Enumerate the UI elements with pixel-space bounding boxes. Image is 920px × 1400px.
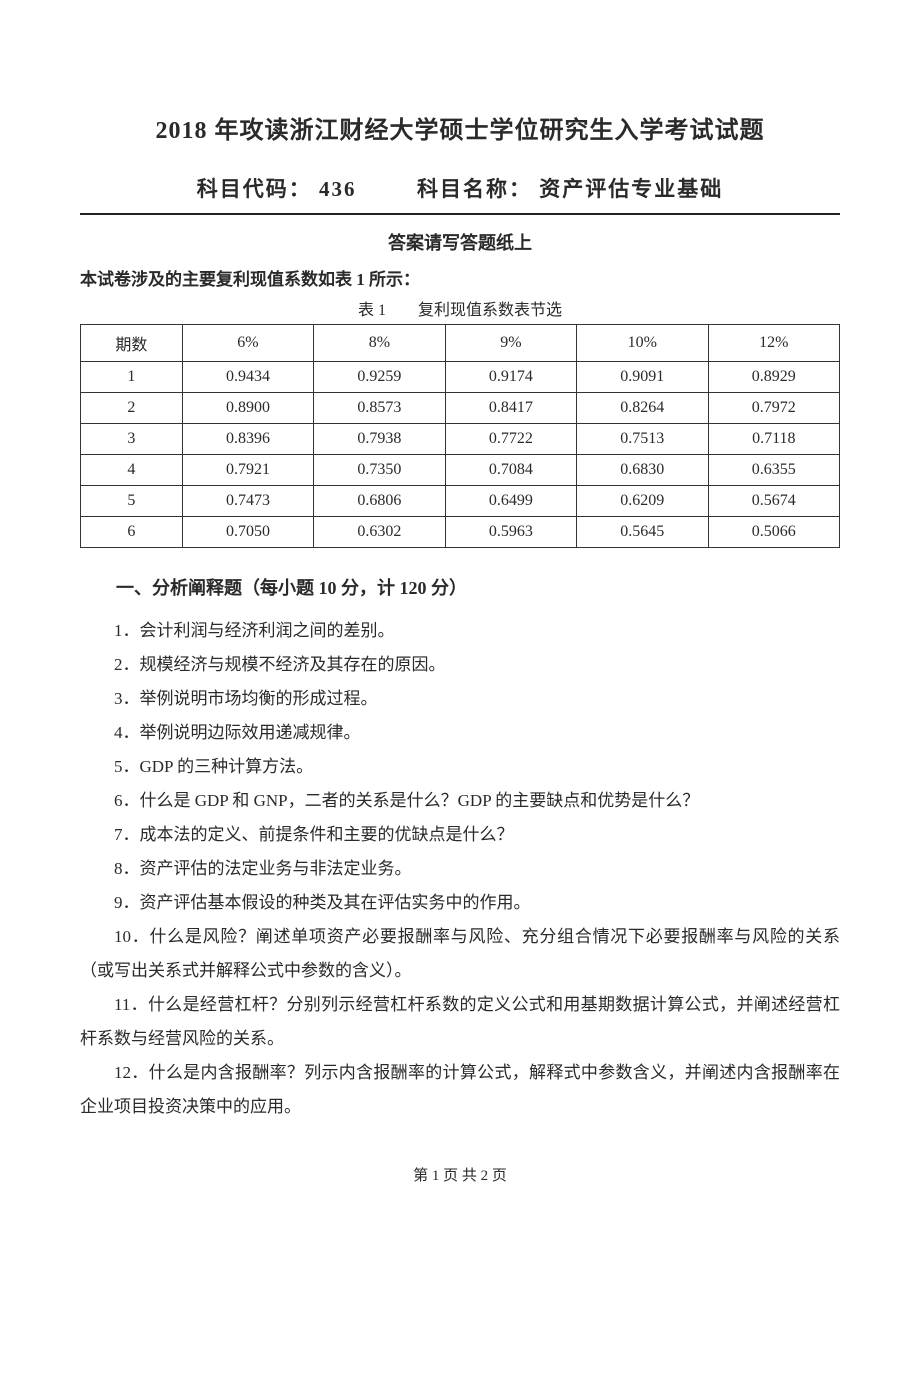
question-item: 8．资产评估的法定业务与非法定业务。 (80, 852, 840, 886)
cell-period: 3 (81, 424, 183, 455)
cell-value: 0.6806 (314, 486, 445, 517)
cell-value: 0.5066 (708, 517, 839, 548)
subject-name: 资产评估专业基础 (539, 177, 723, 201)
cell-value: 0.7084 (445, 455, 576, 486)
cell-value: 0.9174 (445, 362, 576, 393)
cell-value: 0.8900 (182, 393, 313, 424)
question-item: 3．举例说明市场均衡的形成过程。 (80, 682, 840, 716)
table-row: 40.79210.73500.70840.68300.6355 (81, 455, 840, 486)
table-header-row: 期数 6% 8% 9% 10% 12% (81, 325, 840, 362)
question-item: 7．成本法的定义、前提条件和主要的优缺点是什么？ (80, 818, 840, 852)
cell-value: 0.6302 (314, 517, 445, 548)
cell-value: 0.7722 (445, 424, 576, 455)
col-rate: 6% (182, 325, 313, 362)
cell-value: 0.8573 (314, 393, 445, 424)
subject-line: 科目代码： 436 科目名称： 资产评估专业基础 (80, 173, 840, 203)
page-title: 2018 年攻读浙江财经大学硕士学位研究生入学考试试题 (80, 110, 840, 145)
cell-period: 4 (81, 455, 183, 486)
question-item: 9．资产评估基本假设的种类及其在评估实务中的作用。 (80, 886, 840, 920)
cell-value: 0.9091 (577, 362, 708, 393)
cell-value: 0.8264 (577, 393, 708, 424)
table-row: 60.70500.63020.59630.56450.5066 (81, 517, 840, 548)
cell-value: 0.6830 (577, 455, 708, 486)
question-item: 5．GDP 的三种计算方法。 (80, 750, 840, 784)
cell-value: 0.7350 (314, 455, 445, 486)
cell-value: 0.5674 (708, 486, 839, 517)
table-row: 50.74730.68060.64990.62090.5674 (81, 486, 840, 517)
question-item: 1．会计利润与经济利润之间的差别。 (80, 614, 840, 648)
cell-value: 0.7972 (708, 393, 839, 424)
exam-page: 2018 年攻读浙江财经大学硕士学位研究生入学考试试题 科目代码： 436 科目… (0, 0, 920, 1400)
table-caption: 表 1 复利现值系数表节选 (80, 296, 840, 320)
table-row: 10.94340.92590.91740.90910.8929 (81, 362, 840, 393)
answer-note: 答案请写答题纸上 (80, 229, 840, 255)
question-item: 11．什么是经营杠杆？分别列示经营杠杆系数的定义公式和用基期数据计算公式，并阐述… (80, 988, 840, 1056)
table-row: 20.89000.85730.84170.82640.7972 (81, 393, 840, 424)
cell-value: 0.7921 (182, 455, 313, 486)
cell-value: 0.8396 (182, 424, 313, 455)
cell-value: 0.7050 (182, 517, 313, 548)
section-1-heading: 一、分析阐释题（每小题 10 分，计 120 分） (80, 574, 840, 600)
cell-value: 0.6209 (577, 486, 708, 517)
question-item: 12．什么是内含报酬率？列示内含报酬率的计算公式，解释式中参数含义，并阐述内含报… (80, 1056, 840, 1124)
question-item: 10．什么是风险？阐述单项资产必要报酬率与风险、充分组合情况下必要报酬率与风险的… (80, 920, 840, 988)
question-item: 4．举例说明边际效用递减规律。 (80, 716, 840, 750)
question-list: 1．会计利润与经济利润之间的差别。2．规模经济与规模不经济及其存在的原因。3．举… (80, 614, 840, 1124)
subject-name-label: 科目名称： (417, 177, 532, 201)
pv-factor-table: 期数 6% 8% 9% 10% 12% 10.94340.92590.91740… (80, 324, 840, 548)
subject-code-label: 科目代码： (197, 177, 312, 201)
table-body: 10.94340.92590.91740.90910.892920.89000.… (81, 362, 840, 548)
page-footer: 第 1 页 共 2 页 (80, 1164, 840, 1185)
cell-value: 0.8417 (445, 393, 576, 424)
cell-value: 0.8929 (708, 362, 839, 393)
table-intro: 本试卷涉及的主要复利现值系数如表 1 所示： (80, 265, 840, 290)
header-divider (80, 213, 840, 215)
col-rate: 12% (708, 325, 839, 362)
question-item: 6．什么是 GDP 和 GNP，二者的关系是什么？GDP 的主要缺点和优势是什么… (80, 784, 840, 818)
col-rate: 9% (445, 325, 576, 362)
subject-code: 436 (319, 177, 357, 201)
cell-value: 0.6499 (445, 486, 576, 517)
cell-period: 1 (81, 362, 183, 393)
question-item: 2．规模经济与规模不经济及其存在的原因。 (80, 648, 840, 682)
col-period: 期数 (81, 325, 183, 362)
cell-period: 2 (81, 393, 183, 424)
cell-value: 0.7118 (708, 424, 839, 455)
cell-value: 0.6355 (708, 455, 839, 486)
col-rate: 10% (577, 325, 708, 362)
col-rate: 8% (314, 325, 445, 362)
cell-value: 0.5963 (445, 517, 576, 548)
cell-period: 5 (81, 486, 183, 517)
cell-value: 0.9259 (314, 362, 445, 393)
cell-period: 6 (81, 517, 183, 548)
cell-value: 0.9434 (182, 362, 313, 393)
cell-value: 0.7473 (182, 486, 313, 517)
cell-value: 0.5645 (577, 517, 708, 548)
table-row: 30.83960.79380.77220.75130.7118 (81, 424, 840, 455)
cell-value: 0.7513 (577, 424, 708, 455)
cell-value: 0.7938 (314, 424, 445, 455)
